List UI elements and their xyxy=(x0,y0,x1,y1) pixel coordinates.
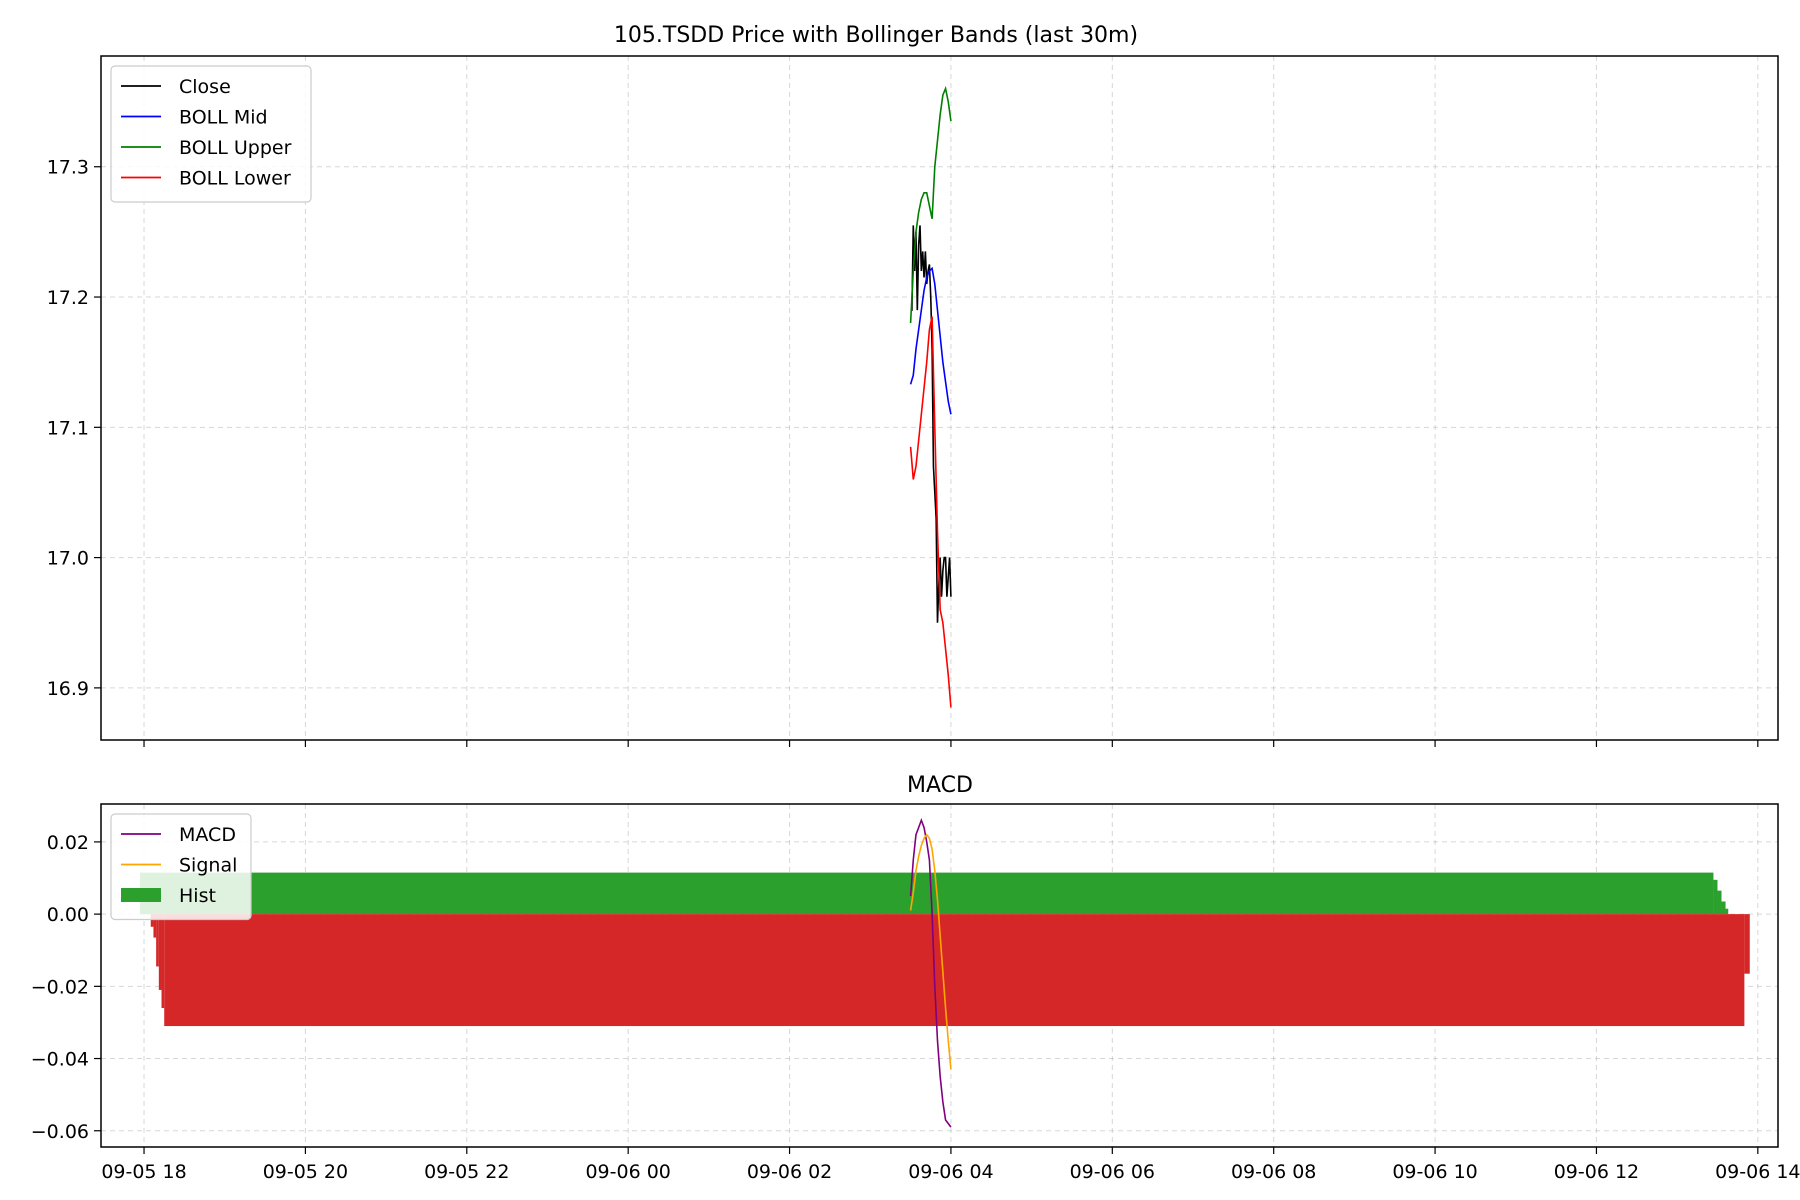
macd-xtick-label: 09-06 14 xyxy=(1715,1161,1800,1183)
macd-xtick-label: 09-05 22 xyxy=(424,1161,509,1183)
price-y-axis: 16.9 17.0 17.1 17.2 17.3 xyxy=(47,157,101,700)
macd-hist-bar xyxy=(161,914,165,1008)
macd-xtick-label: 09-06 00 xyxy=(585,1161,670,1183)
price-ytick-label: 17.1 xyxy=(47,417,89,439)
macd-xtick-label: 09-05 18 xyxy=(101,1161,186,1183)
macd-hist-bar xyxy=(140,872,1714,915)
price-series-boll-upper xyxy=(909,85,952,324)
macd-legend-label: Hist xyxy=(179,885,216,907)
price-ytick-label: 17.2 xyxy=(47,287,89,309)
price-grid xyxy=(101,56,1778,740)
macd-panel: MACD −0.06−0.04−0.020.000.02 09-05 18 09-… xyxy=(31,773,1800,1183)
price-legend-box xyxy=(110,65,312,203)
macd-histogram xyxy=(140,872,1750,1027)
macd-chart-title: MACD xyxy=(907,773,973,798)
macd-ytick-label: −0.06 xyxy=(31,1121,89,1143)
price-legend-label: BOLL Lower xyxy=(179,168,291,190)
macd-hist-bar xyxy=(164,914,1745,1027)
macd-hist-bar xyxy=(1717,890,1722,915)
price-ytick-label: 16.9 xyxy=(47,678,89,700)
macd-ytick-label: −0.04 xyxy=(31,1049,89,1071)
macd-lines xyxy=(909,817,952,1128)
price-series-boll-mid xyxy=(909,266,952,415)
macd-series-macd xyxy=(909,817,952,1128)
macd-legend-label: Signal xyxy=(179,855,237,877)
macd-xtick-label: 09-06 02 xyxy=(747,1161,832,1183)
macd-xtick-label: 09-06 06 xyxy=(1070,1161,1155,1183)
price-panel: 105.TSDD Price with Bollinger Bands (las… xyxy=(47,23,1779,747)
macd-legend: MACD Signal Hist xyxy=(110,813,252,921)
price-chart-title: 105.TSDD Price with Bollinger Bands (las… xyxy=(614,23,1138,48)
macd-ytick-label: 0.02 xyxy=(47,832,89,854)
price-legend-label: Close xyxy=(179,76,231,98)
price-ytick-label: 17.0 xyxy=(47,548,89,570)
macd-hist-bar xyxy=(1721,901,1726,915)
macd-xtick-label: 09-06 04 xyxy=(908,1161,993,1183)
macd-hist-bar xyxy=(1713,879,1718,915)
macd-y-axis: −0.06 −0.04 −0.02 0.00 0.02 xyxy=(31,832,101,1143)
price-series-close xyxy=(910,225,952,623)
macd-hist-bar xyxy=(1744,914,1750,974)
price-legend: Close BOLL Mid BOLL Upper BOLL Lower xyxy=(110,65,312,203)
macd-hist-bar xyxy=(158,914,162,990)
macd-hist-bar xyxy=(150,914,154,927)
macd-ytick-label: 0.00 xyxy=(47,904,89,926)
macd-xtick-label: 09-05 20 xyxy=(263,1161,348,1183)
macd-xtick-label: 09-06 10 xyxy=(1392,1161,1477,1183)
macd-x-axis: 09-05 18 09-05 20 09-05 22 09-06 00 09-06 02… xyxy=(101,1147,1800,1183)
price-lines xyxy=(909,85,952,708)
price-legend-label: BOLL Upper xyxy=(179,137,292,159)
macd-series-signal xyxy=(909,833,952,1070)
macd-xtick-label: 09-06 12 xyxy=(1554,1161,1639,1183)
price-series-boll-lower xyxy=(909,316,952,708)
macd-legend-swatch xyxy=(121,888,161,902)
macd-hist-bar xyxy=(153,914,157,938)
price-axes-frame xyxy=(100,55,1779,741)
macd-ytick-label: −0.02 xyxy=(31,976,89,998)
price-ytick-label: 17.3 xyxy=(47,157,89,179)
price-legend-label: BOLL Mid xyxy=(179,107,268,129)
macd-hist-bar xyxy=(1725,908,1729,915)
macd-axes-frame xyxy=(100,803,1779,1148)
macd-xtick-label: 09-06 08 xyxy=(1231,1161,1316,1183)
macd-legend-label: MACD xyxy=(179,824,236,846)
macd-hist-bar xyxy=(156,914,159,967)
price-x-axis xyxy=(143,740,1759,747)
